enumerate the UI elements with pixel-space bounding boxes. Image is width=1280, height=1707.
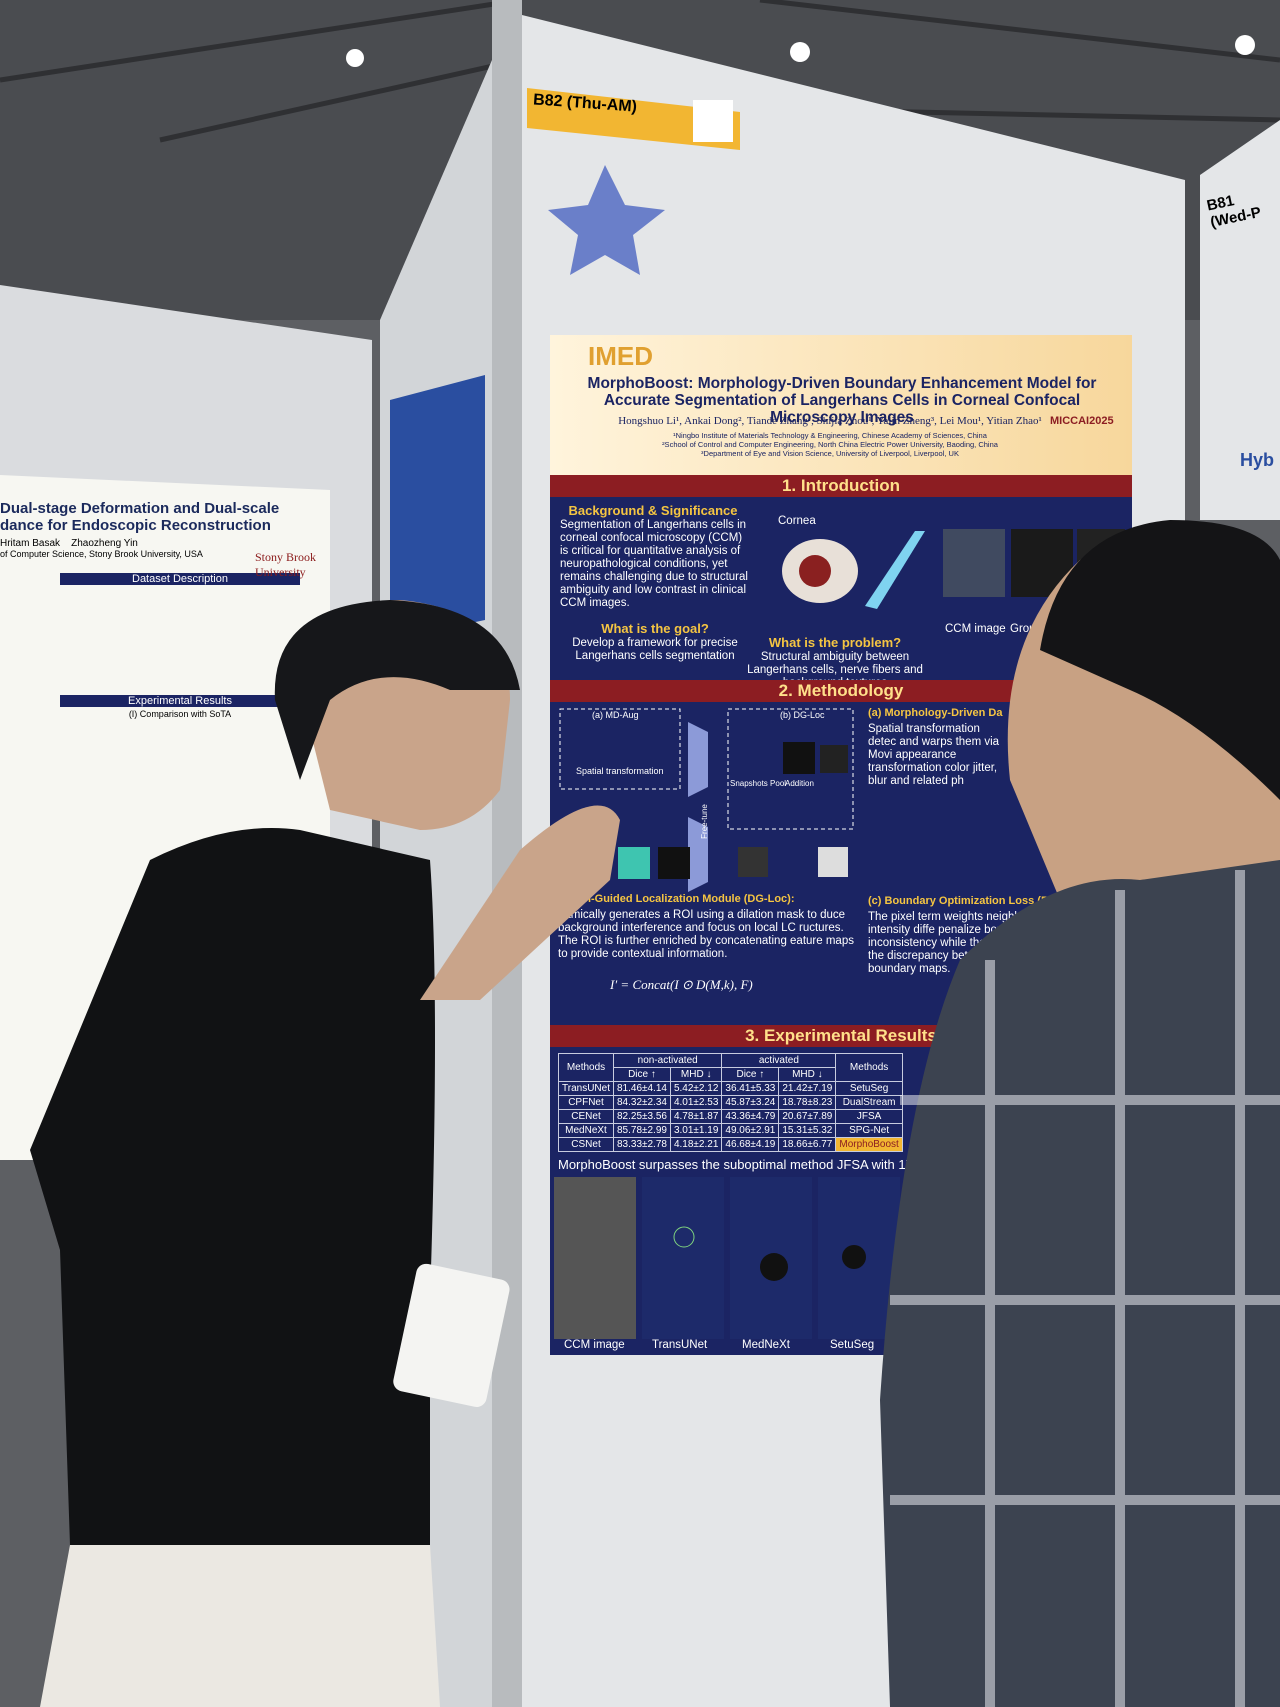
- summary: MorphoBoost surpasses the suboptimal met…: [558, 1157, 943, 1172]
- paragraph: Segmentation of Langerhans cells in corn…: [560, 519, 748, 609]
- paragraph: Spatial transformation detec and warps t…: [868, 723, 1000, 787]
- figure-label: CCM image: [945, 623, 1006, 635]
- image-label: CCM image: [564, 1339, 625, 1351]
- image-label: SetuSeg: [830, 1339, 875, 1351]
- figure-label: Cornea: [778, 515, 816, 527]
- diagram-label: Spatial transformation: [576, 766, 664, 776]
- image-label: MedNeXt: [742, 1339, 790, 1351]
- diagram-label: (a) MD-Aug: [592, 710, 639, 720]
- method-diagram: [559, 708, 854, 892]
- section-heading: Experimental Results: [60, 695, 300, 707]
- logo: IMED: [588, 341, 653, 371]
- affiliations: ¹Ningbo Institute of Materials Technolog…: [610, 431, 1050, 458]
- author: Zhaozheng Yin: [71, 538, 138, 549]
- poster-title: Hyb: [1240, 450, 1275, 470]
- affiliation: ¹Ningbo Institute of Materials Technolog…: [673, 431, 987, 440]
- poster-title: Dual-stage Deformation and Dual-scale: [0, 500, 280, 517]
- university: Stony Brook University: [255, 550, 317, 579]
- paragraph: namically generates a ROI using a dilati…: [558, 909, 854, 960]
- subheading: What is the goal?: [601, 621, 709, 636]
- table-cell: 83.33±2.78: [612, 1137, 671, 1152]
- poster-title: dance for Endoscopic Reconstruction: [0, 517, 271, 534]
- equation: I′ = Concat(I ⊙ D(M,k), F): [610, 977, 753, 992]
- subheading: (a) Morphology-Driven Da: [868, 707, 1003, 719]
- table-cell: 4.18±2.21: [669, 1137, 723, 1152]
- paragraph: Develop a framework for precise Langerha…: [572, 637, 738, 662]
- subheading: nation-Guided Localization Module (DG-Lo…: [558, 893, 795, 905]
- table-row: MedNeXt 85.78±2.99 3.01±1.19 49.06±2.91 15.3…: [558, 1123, 903, 1138]
- results-table: Methods non-activated activated Methods Dice…: [558, 1053, 903, 1152]
- result-images: [554, 1177, 900, 1339]
- section-heading: Dataset Description: [60, 573, 300, 585]
- affiliation: ³Department of Eye and Vision Science, U…: [701, 449, 959, 458]
- table-row: CSNet 83.33±2.78 4.18±2.21 46.68±4.19 18.66±…: [558, 1137, 903, 1152]
- affiliation: ²School of Control and Computer Engineer…: [662, 440, 998, 449]
- diagram-label: Snapshots Pool: [730, 779, 787, 788]
- subheading: Background & Significance: [568, 503, 738, 518]
- subheading: What is the problem?: [768, 635, 902, 650]
- poster-header: IMED MICCAI2025 MorphoBoost: Morphology-…: [550, 335, 1132, 475]
- section-heading: 2. Methodology: [550, 680, 1132, 702]
- image-label: TransUNet: [652, 1339, 708, 1351]
- conference: MICCAI2025: [1050, 415, 1114, 427]
- subsection: (I) Comparison with SoTA: [128, 709, 232, 719]
- left-poster: Dual-stage Deformation and Dual-scale da…: [0, 500, 330, 719]
- authors: Hongshuo Li¹, Ankai Dong², Tiande Zhang¹…: [618, 415, 1042, 427]
- table-cell: CSNet: [558, 1137, 614, 1152]
- author: Hritam Basak: [0, 538, 61, 549]
- section-heading: 1. Introduction: [550, 475, 1132, 497]
- poster-title: MorphoBoost: Morphology-Driven Boundary …: [587, 375, 1097, 426]
- diagram-label: (b) DG-Loc: [780, 710, 825, 720]
- main-poster: IMED MICCAI2025 MorphoBoost: Morphology-…: [550, 335, 1132, 1355]
- table-row: TransUNet 81.46±4.14 5.42±2.12 36.41±5.33 21…: [558, 1081, 903, 1096]
- diagram-label: Addition: [785, 779, 814, 788]
- affiliation: of Computer Science, Stony Brook Univers…: [0, 549, 203, 559]
- table-cell: MorphoBoost: [835, 1137, 903, 1152]
